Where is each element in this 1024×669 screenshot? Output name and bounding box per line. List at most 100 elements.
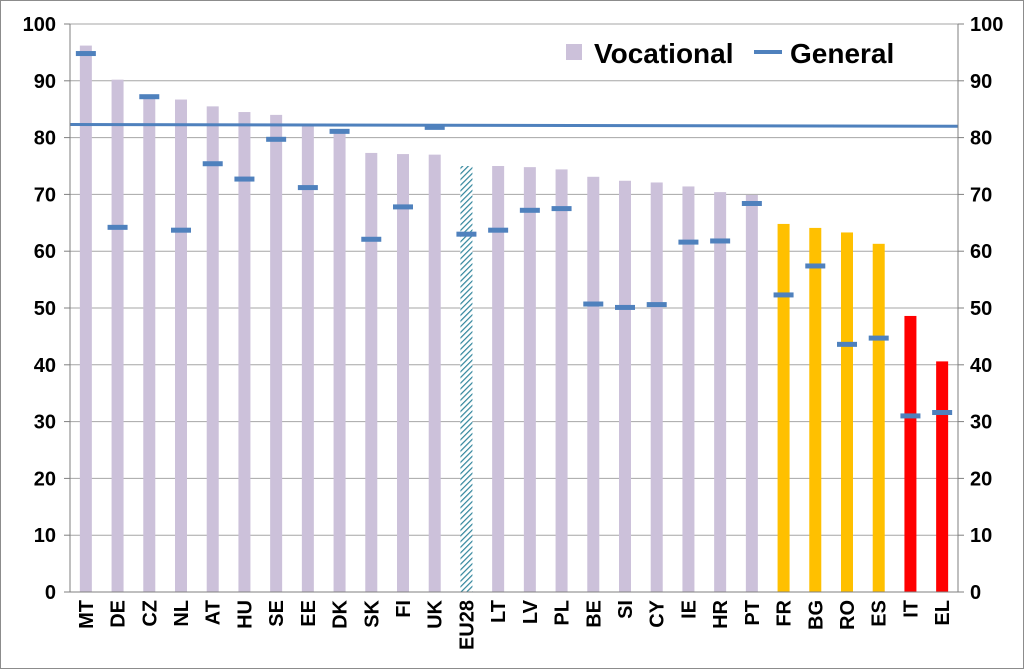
bar-si bbox=[619, 180, 631, 592]
marker-cy bbox=[646, 302, 667, 308]
x-tick-label: LT bbox=[488, 600, 510, 623]
marker-lv bbox=[519, 207, 540, 213]
bar-be bbox=[587, 176, 600, 593]
bar-mt bbox=[79, 45, 92, 593]
y-tick-label-right: 20 bbox=[970, 468, 992, 490]
marker-fi bbox=[393, 204, 413, 210]
x-tick-label: IE bbox=[678, 600, 700, 619]
x-tick-label: FR bbox=[774, 599, 796, 626]
marker-pl bbox=[551, 206, 572, 212]
y-tick-label-right: 70 bbox=[970, 184, 992, 206]
x-tick-label: HU bbox=[234, 600, 256, 629]
marker-ie bbox=[678, 239, 699, 245]
marker-sk bbox=[361, 236, 382, 242]
y-tick-label-left: 20 bbox=[34, 468, 56, 490]
y-tick-label-right: 0 bbox=[970, 582, 981, 604]
bar-dk bbox=[333, 131, 346, 593]
bar-hu bbox=[238, 112, 251, 592]
marker-cz bbox=[139, 94, 160, 100]
y-tick-label-right: 30 bbox=[970, 412, 992, 434]
axes bbox=[64, 23, 964, 593]
marker-lt bbox=[488, 227, 509, 233]
marker-at bbox=[202, 161, 223, 167]
x-tick-label: MT bbox=[76, 600, 98, 629]
x-tick-label: BE bbox=[583, 600, 605, 628]
marker-nl bbox=[171, 227, 191, 233]
marker-si bbox=[615, 304, 635, 310]
bar-el bbox=[936, 361, 949, 592]
x-tick-label: IT bbox=[900, 600, 922, 618]
x-tick-label: SK bbox=[361, 599, 383, 627]
x-tick-label: DE bbox=[108, 600, 130, 628]
x-tick-label: CZ bbox=[139, 600, 161, 627]
bar-pt bbox=[745, 194, 758, 592]
x-tick-label: DK bbox=[330, 599, 352, 628]
x-tick-label: EE bbox=[298, 600, 320, 627]
x-tick-label: EL bbox=[932, 600, 954, 626]
bar-it bbox=[904, 315, 917, 592]
y-tick-label-right: 10 bbox=[970, 525, 992, 547]
bar-se bbox=[270, 114, 283, 592]
y-tick-label-left: 0 bbox=[45, 582, 56, 604]
marker-hu bbox=[234, 176, 255, 182]
marker-bg bbox=[805, 263, 826, 269]
bar-es bbox=[872, 243, 885, 593]
legend: Vocational General bbox=[566, 38, 894, 69]
y-tick-label-right: 60 bbox=[970, 241, 992, 263]
bar-lt bbox=[492, 166, 505, 592]
y-tick-label-right: 50 bbox=[970, 298, 992, 320]
y-tick-label-left: 50 bbox=[34, 298, 56, 320]
x-tick-label: EU28 bbox=[456, 600, 478, 650]
gridlines bbox=[70, 23, 958, 593]
x-tick-label: PT bbox=[742, 600, 764, 626]
y-tick-label-left: 30 bbox=[34, 412, 56, 434]
bar-ie bbox=[682, 186, 695, 592]
x-tick-label: HR bbox=[710, 599, 732, 628]
marker-hr bbox=[710, 238, 731, 244]
y-tick-label-left: 100 bbox=[23, 14, 56, 36]
marker-ee bbox=[297, 185, 318, 191]
general-reference-line bbox=[69, 123, 959, 128]
vocational-bars bbox=[79, 45, 949, 593]
marker-mt bbox=[75, 51, 96, 57]
bar-nl bbox=[175, 99, 187, 592]
bar-ro bbox=[841, 232, 853, 592]
y-tick-label-left: 10 bbox=[34, 525, 56, 547]
y-tick-label-left: 70 bbox=[34, 184, 56, 206]
bar-at bbox=[206, 106, 219, 593]
y-tick-label-right: 100 bbox=[970, 14, 1003, 36]
y-tick-label-left: 60 bbox=[34, 241, 56, 263]
bar-pl bbox=[555, 169, 568, 592]
bar-cy bbox=[650, 182, 663, 593]
marker-be bbox=[583, 301, 604, 307]
bar-fi bbox=[397, 154, 409, 592]
marker-es bbox=[868, 335, 889, 341]
bar-cz bbox=[143, 97, 156, 592]
bar-eu28 bbox=[460, 166, 473, 592]
bar-de bbox=[111, 79, 124, 592]
x-tick-label: SE bbox=[266, 600, 288, 627]
x-tick-label: UK bbox=[425, 599, 447, 628]
marker-it bbox=[900, 413, 921, 419]
x-tick-label: FI bbox=[393, 600, 415, 618]
marker-dk bbox=[329, 128, 350, 134]
x-tick-label: AT bbox=[203, 600, 225, 625]
bar-bg bbox=[809, 227, 822, 593]
bar-hr bbox=[714, 192, 727, 593]
bar-fr bbox=[777, 223, 790, 592]
bar-ee bbox=[301, 124, 314, 592]
bar-sk bbox=[365, 152, 378, 592]
bar-lv bbox=[523, 167, 536, 593]
x-tick-label: BG bbox=[805, 600, 827, 630]
x-tick-label: NL bbox=[171, 600, 193, 627]
marker-pt bbox=[741, 200, 762, 206]
general-markers bbox=[75, 51, 953, 419]
general-reference-line bbox=[69, 123, 959, 128]
marker-se bbox=[266, 136, 287, 142]
x-tick-label: LV bbox=[520, 599, 542, 624]
y-tick-label-right: 80 bbox=[970, 128, 992, 150]
x-tick-label: ES bbox=[869, 600, 891, 627]
marker-eu28 bbox=[456, 231, 477, 237]
